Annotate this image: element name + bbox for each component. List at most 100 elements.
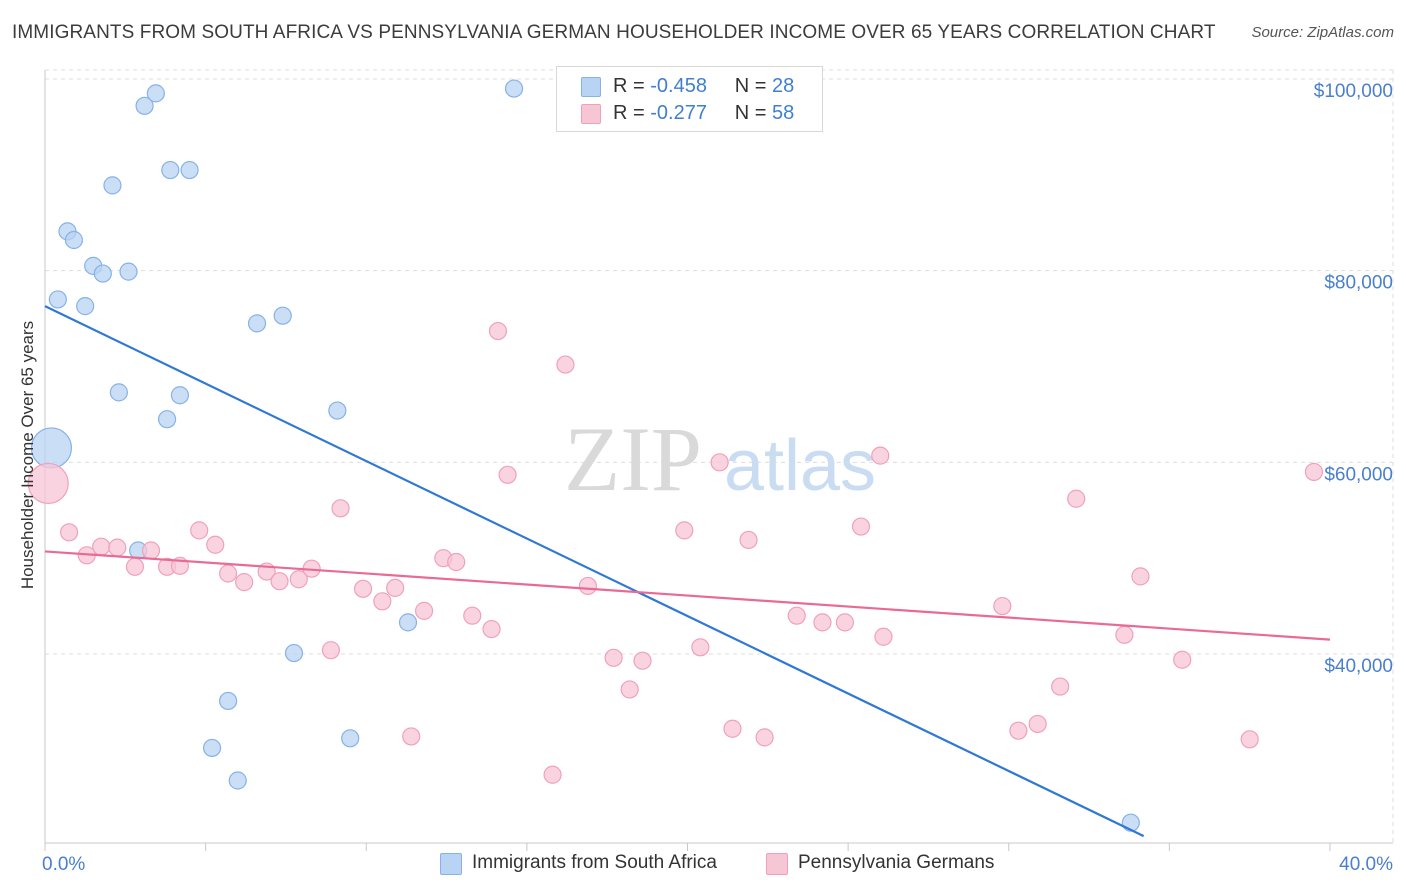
south-africa-point [219, 691, 238, 711]
south-africa-trend-line [44, 305, 1145, 838]
n-value: 28 [772, 75, 795, 97]
correlation-stats-box: R = -0.458 N = 28 R = -0.277 N = 58 [556, 66, 823, 132]
pennsylvania-german-point [1304, 462, 1324, 482]
pink-swatch [766, 853, 788, 875]
legend-label: Immigrants from South Africa [472, 852, 717, 873]
south-africa-point [146, 84, 165, 103]
pennsylvania-german-point [125, 557, 145, 576]
pennsylvania-german-point [463, 606, 482, 625]
chart-title: IMMIGRANTS FROM SOUTH AFRICA VS PENNSYLV… [12, 22, 1216, 43]
south-africa-point [284, 643, 304, 663]
pennsylvania-german-point [447, 552, 466, 572]
r-value: -0.277 [650, 102, 707, 124]
y-tick-label: $40,000 [1324, 656, 1393, 677]
south-africa-point [76, 297, 95, 316]
south-africa-point [157, 410, 177, 429]
pennsylvania-german-point [1067, 489, 1086, 508]
pennsylvania-german-point [498, 465, 517, 484]
pennsylvania-german-point [321, 641, 341, 660]
pennsylvania-german-point [219, 564, 238, 583]
y-axis-label: Householder Income Over 65 years [18, 320, 37, 590]
pennsylvania-german-point [59, 523, 79, 542]
pennsylvania-german-point [633, 651, 652, 670]
pennsylvania-german-point [835, 613, 855, 632]
n-value: 58 [772, 102, 795, 124]
south-africa-point [228, 771, 247, 790]
watermark-zip: ZIP [564, 408, 702, 510]
pennsylvania-german-point [556, 355, 575, 374]
pennsylvania-german-point [414, 601, 434, 620]
r-label: R = [613, 102, 645, 124]
pennsylvania-german-point [353, 579, 373, 598]
pennsylvania-german-point [1131, 567, 1150, 586]
pennsylvania-german-point [787, 606, 806, 625]
blue-swatch [440, 853, 462, 875]
pennsylvania-german-point [691, 638, 710, 657]
pennsylvania-german-point [190, 521, 209, 540]
south-africa-point [119, 262, 138, 281]
pennsylvania-german-point [604, 648, 623, 667]
pennsylvania-german-point [488, 321, 508, 341]
pennsylvania-german-point [578, 576, 598, 596]
pink-swatch [581, 104, 601, 124]
pennsylvania-german-point [92, 537, 111, 556]
south-africa-point [328, 401, 347, 420]
pennsylvania-german-trend-line [44, 550, 1331, 641]
pennsylvania-german-point [543, 765, 562, 784]
south-africa-point [170, 386, 190, 405]
south-africa-point [103, 176, 122, 195]
pennsylvania-german-point [710, 453, 729, 472]
south-africa-point [135, 96, 154, 115]
pennsylvania-german-point [108, 538, 127, 557]
south-africa-point [273, 306, 292, 325]
south-africa-point [93, 264, 112, 283]
south-africa-point [180, 160, 199, 180]
pennsylvania-german-point [1173, 650, 1192, 669]
south-africa-point [247, 314, 267, 333]
pennsylvania-german-point [331, 499, 350, 518]
pennsylvania-german-point [1240, 730, 1259, 749]
pennsylvania-german-point [386, 578, 405, 597]
pennsylvania-german-point [402, 727, 421, 746]
pennsylvania-german-point [27, 462, 69, 505]
pennsylvania-german-point [993, 596, 1012, 616]
pennsylvania-german-point [851, 517, 871, 536]
watermark-atlas: atlas [724, 426, 876, 506]
pennsylvania-german-point [482, 619, 501, 639]
pennsylvania-german-point [813, 613, 832, 632]
pennsylvania-german-point [871, 446, 890, 465]
south-africa-point [161, 160, 180, 180]
r-label: R = [613, 75, 645, 97]
pennsylvania-german-point [675, 521, 694, 540]
r-value: -0.458 [650, 75, 707, 97]
pennsylvania-german-point [1009, 721, 1028, 740]
source-note: Source: ZipAtlas.com [1251, 24, 1394, 41]
pennsylvania-german-point [141, 541, 161, 560]
legend-label: Pennsylvania Germans [798, 852, 995, 873]
pennsylvania-german-point [723, 719, 742, 738]
y-tick-label: $80,000 [1324, 273, 1393, 294]
blue-swatch [581, 77, 601, 97]
south-africa-point [398, 613, 418, 632]
pennsylvania-german-point [739, 530, 758, 550]
pennsylvania-german-point [620, 680, 639, 699]
south-africa-point [202, 738, 222, 758]
x-tick-label: 40.0% [1339, 854, 1393, 875]
south-africa-point [504, 79, 524, 98]
pennsylvania-german-point [1028, 714, 1047, 734]
y-tick-label: $100,000 [1314, 81, 1393, 102]
pennsylvania-german-point [874, 627, 893, 646]
x-tick-label: 0.0% [42, 854, 85, 875]
pennsylvania-german-point [270, 572, 289, 591]
n-label: N = [734, 102, 767, 124]
south-africa-point [341, 729, 360, 748]
pennsylvania-german-point [755, 728, 774, 747]
south-africa-point [1121, 813, 1140, 832]
pennsylvania-german-point [289, 570, 308, 589]
n-label: N = [734, 75, 767, 97]
pennsylvania-german-point [1051, 677, 1070, 696]
pennsylvania-german-point [206, 535, 225, 554]
pennsylvania-german-point [235, 573, 254, 592]
y-tick-label: $60,000 [1324, 464, 1393, 485]
